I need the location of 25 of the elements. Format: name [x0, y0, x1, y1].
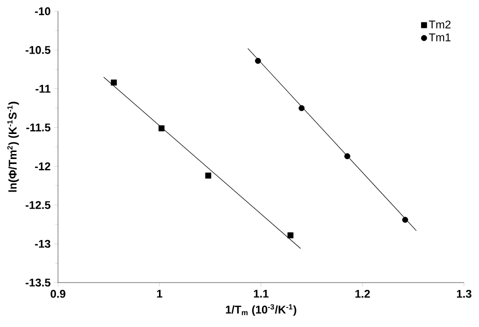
y-tick-label: -11 — [36, 84, 50, 92]
y-tick-label: -13.5 — [26, 278, 50, 286]
point — [298, 104, 305, 111]
x-tick-label: 1.2 — [355, 290, 370, 298]
y-tick-label: -13 — [35, 240, 50, 248]
point — [287, 232, 294, 238]
x-axis-title: 1/T$_{m}$ (10$^{-3}$/K$^{-1}$) — [226, 304, 296, 316]
y-tick-label: -10.5 — [26, 46, 50, 54]
x-tick-label: 1.1 — [254, 290, 268, 298]
x-tick-label: 0.9 — [50, 290, 66, 298]
y-tick-label: -12.5 — [26, 200, 50, 209]
point — [344, 152, 350, 159]
point — [254, 58, 261, 64]
x-tick-label: 1 — [157, 290, 162, 298]
legend-label: Tm2 — [428, 20, 451, 28]
legend-label: Tm1 — [428, 33, 451, 41]
point — [205, 172, 212, 178]
y-tick-label: -10 — [35, 7, 50, 15]
point — [402, 216, 408, 223]
y-axis-title: ln(Φ/Tm$^{2}$) (K$^{-1}$S$^{-1}$) — [7, 102, 19, 192]
y-tick-label: -11.5 — [26, 123, 50, 132]
x-tick-label: 1.3 — [456, 290, 472, 298]
y-tick-label: -12 — [35, 162, 50, 170]
point — [110, 79, 117, 86]
point — [158, 125, 165, 132]
